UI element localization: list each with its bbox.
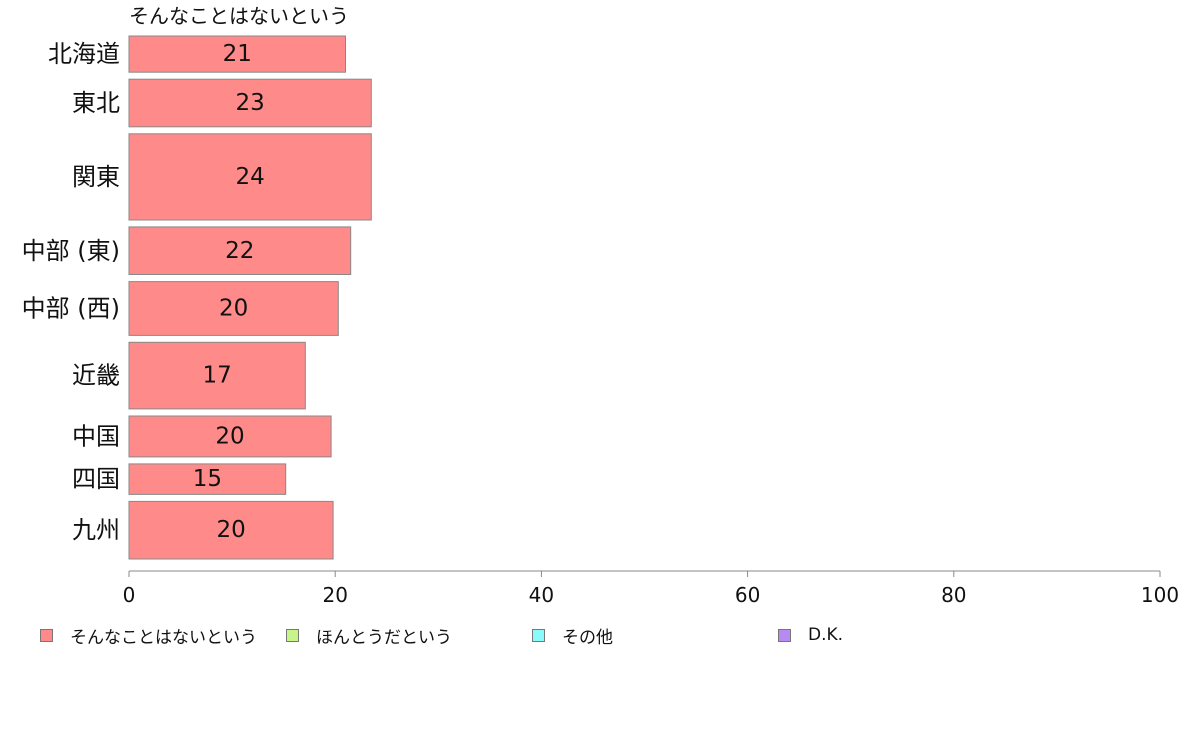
bar-value-label-8: 20	[216, 517, 245, 543]
legend-swatch-sonna	[40, 628, 53, 642]
legend-label-honto: ほんとうだという	[316, 627, 452, 648]
x-tick-label-5: 100	[1141, 583, 1179, 607]
bar-value-label-5: 17	[203, 363, 232, 389]
bar-2	[128, 133, 372, 221]
bars-group: 21 北海道 23 東北 24 関東 22 中部 (東) 20 中部 (西) 17 近畿 20 中国 15 四…	[22, 35, 372, 560]
bar-4	[128, 281, 339, 336]
bar-1	[128, 78, 372, 128]
category-label-6: 中国	[72, 423, 120, 451]
category-label-8: 九州	[72, 516, 120, 544]
legend: そんなことはないという ほんとうだという その他 D.K.	[40, 624, 940, 648]
category-label-5: 近畿	[72, 362, 120, 390]
bar-6	[128, 415, 332, 458]
category-label-1: 東北	[72, 89, 120, 117]
bar-0	[128, 35, 346, 73]
bar-5	[128, 341, 306, 410]
bar-value-label-6: 20	[215, 424, 244, 450]
bar-7	[128, 463, 287, 495]
category-label-0: 北海道	[48, 40, 120, 68]
legend-item-honto: ほんとうだという	[286, 624, 452, 648]
legend-swatch-honto	[286, 628, 299, 642]
legend-swatch-sonota	[532, 628, 545, 642]
legend-label-dk: D.K.	[808, 625, 844, 645]
x-tick-label-3: 60	[735, 583, 760, 607]
series-title: そんなことはないという	[129, 4, 349, 28]
x-tick-label-2: 40	[529, 583, 554, 607]
bar-value-label-4: 20	[219, 295, 248, 321]
bar-value-label-3: 22	[225, 238, 254, 264]
x-tick-label-4: 80	[941, 583, 966, 607]
legend-label-sonota: その他	[562, 627, 613, 648]
bar-value-label-0: 21	[223, 41, 252, 67]
x-tick-label-1: 20	[322, 583, 347, 607]
bar-value-label-7: 15	[193, 466, 222, 492]
category-label-7: 四国	[72, 465, 120, 493]
legend-item-sonota: その他	[532, 624, 613, 648]
bar-value-label-1: 23	[235, 90, 264, 116]
x-axis: 0 20 40 60 80 100	[123, 570, 1179, 607]
bar-3	[128, 226, 352, 275]
bar-8	[128, 500, 334, 560]
bar-value-label-2: 24	[235, 164, 264, 190]
legend-swatch-dk	[778, 628, 791, 642]
category-label-4: 中部 (西)	[22, 294, 120, 322]
legend-item-dk: D.K.	[778, 624, 843, 646]
legend-label-sonna: そんなことはないという	[70, 627, 257, 648]
legend-item-sonna: そんなことはないという	[40, 624, 257, 648]
category-label-2: 関東	[72, 163, 120, 191]
category-label-3: 中部 (東)	[22, 237, 120, 265]
x-tick-label-0: 0	[123, 583, 136, 607]
